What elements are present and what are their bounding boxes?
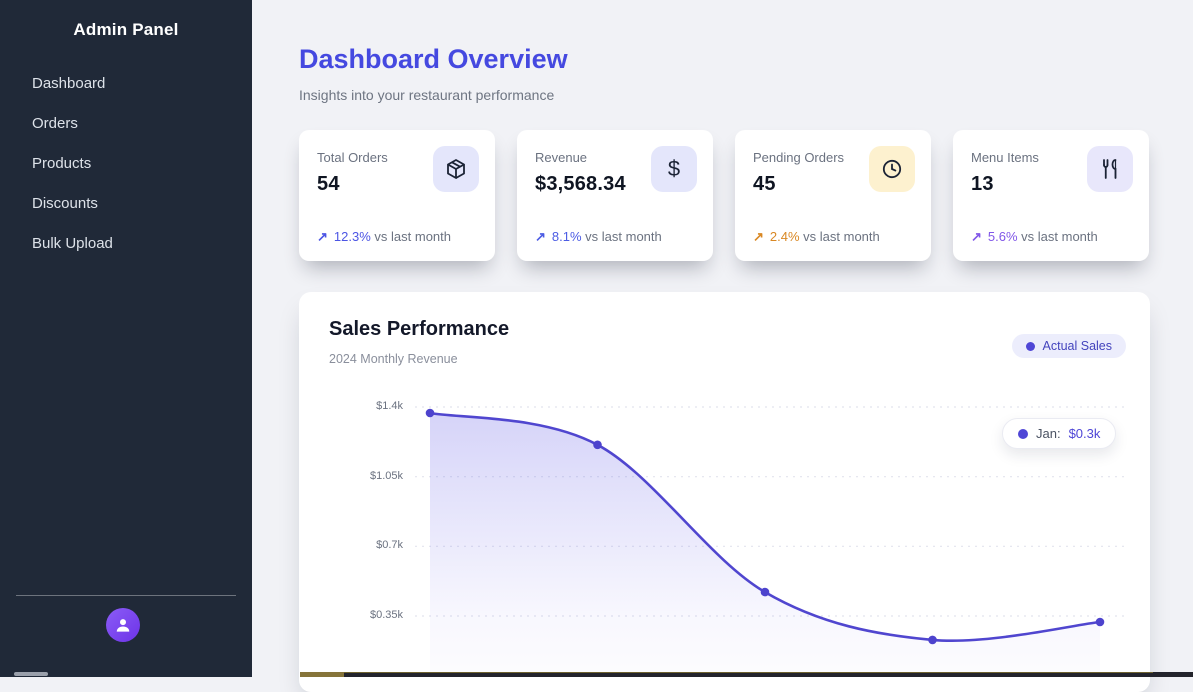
bottom-edge-amber-segment	[300, 672, 344, 677]
stat-trend: ↗ 2.4% vs last month	[753, 229, 880, 245]
sales-line-chart[interactable]	[415, 400, 1127, 680]
stat-card-menu-items: Menu Items 13 ↗ 5.6% vs last month	[953, 130, 1149, 261]
main-content: Dashboard Overview Insights into your re…	[252, 0, 1193, 692]
scrollbar-thumb[interactable]	[14, 672, 48, 676]
sidebar-divider	[16, 595, 236, 596]
sidebar: Admin Panel Dashboard Orders Products Di…	[0, 0, 252, 677]
trend-suffix: vs last month	[1021, 229, 1098, 244]
y-axis-label: $1.05k	[369, 469, 403, 482]
tooltip-label: Jan:	[1036, 426, 1061, 441]
stat-card-total-orders: Total Orders 54 ↗ 12.3% vs last month	[299, 130, 495, 261]
sidebar-item-orders[interactable]: Orders	[32, 115, 78, 132]
app-title: Admin Panel	[73, 20, 179, 39]
chart-tooltip: Jan: $0.3k	[1002, 418, 1117, 449]
sidebar-item-dashboard[interactable]: Dashboard	[32, 75, 106, 92]
stat-trend: ↗ 8.1% vs last month	[535, 229, 662, 245]
sidebar-item-bulk-upload[interactable]: Bulk Upload	[32, 235, 113, 252]
bottom-edge-amber-line	[344, 672, 1153, 673]
legend-label: Actual Sales	[1042, 339, 1112, 353]
y-axis-label: $0.35k	[369, 609, 403, 621]
package-icon	[433, 146, 479, 192]
stat-value: $3,568.34	[535, 173, 626, 195]
trend-suffix: vs last month	[585, 229, 662, 244]
dollar-icon: $	[651, 146, 697, 192]
user-avatar[interactable]	[106, 608, 140, 642]
stat-trend: ↗ 12.3% vs last month	[317, 229, 451, 245]
stat-trend: ↗ 5.6% vs last month	[971, 229, 1098, 245]
trend-up-icon: ↗	[317, 229, 328, 244]
page-title: Dashboard Overview	[299, 44, 568, 74]
stat-label: Pending Orders	[753, 150, 845, 165]
trend-percent: 8.1%	[551, 229, 582, 244]
y-axis-label: $0.7k	[376, 539, 403, 552]
chart-subtitle: 2024 Monthly Revenue	[329, 352, 458, 366]
y-axis-label: $1.4k	[376, 400, 403, 412]
y-axis: $1.4k $1.05k $0.7k $0.35k	[299, 400, 403, 640]
stat-value: 54	[317, 173, 340, 195]
bottom-edge-artifact	[300, 672, 1193, 677]
clock-icon	[869, 146, 915, 192]
page-subtitle: Insights into your restaurant performanc…	[299, 87, 555, 103]
legend-dot-icon	[1025, 341, 1035, 351]
stat-value: 13	[971, 173, 994, 195]
stat-label: Total Orders	[317, 150, 388, 165]
utensils-icon	[1087, 146, 1133, 192]
trend-up-icon: ↗	[535, 229, 546, 244]
stats-row: Total Orders 54 ↗ 12.3% vs last month Rev…	[299, 130, 1151, 261]
user-icon	[113, 615, 133, 635]
tooltip-value: $0.3k	[1068, 426, 1101, 441]
trend-percent: 5.6%	[987, 229, 1018, 244]
trend-suffix: vs last month	[374, 229, 451, 244]
stat-label: Menu Items	[971, 150, 1039, 165]
stat-card-revenue: Revenue $3,568.34 $ ↗ 8.1% vs last month	[517, 130, 713, 261]
stat-value: 45	[753, 173, 776, 195]
tooltip-dot-icon	[1018, 428, 1028, 439]
trend-percent: 12.3%	[333, 229, 371, 244]
stat-label: Revenue	[535, 150, 588, 165]
trend-up-icon: ↗	[971, 229, 982, 244]
sidebar-item-discounts[interactable]: Discounts	[32, 195, 98, 212]
chart-title: Sales Performance	[329, 318, 510, 340]
trend-suffix: vs last month	[803, 229, 880, 244]
trend-up-icon: ↗	[753, 229, 764, 244]
sales-performance-card: Sales Performance 2024 Monthly Revenue A…	[299, 292, 1150, 692]
stat-card-pending-orders: Pending Orders 45 ↗ 2.4% vs last month	[735, 130, 931, 261]
trend-percent: 2.4%	[769, 229, 800, 244]
sidebar-item-products[interactable]: Products	[32, 155, 92, 172]
sidebar-nav: Dashboard Orders Products Discounts Bulk…	[0, 64, 252, 264]
legend-actual-sales[interactable]: Actual Sales	[1011, 334, 1126, 358]
